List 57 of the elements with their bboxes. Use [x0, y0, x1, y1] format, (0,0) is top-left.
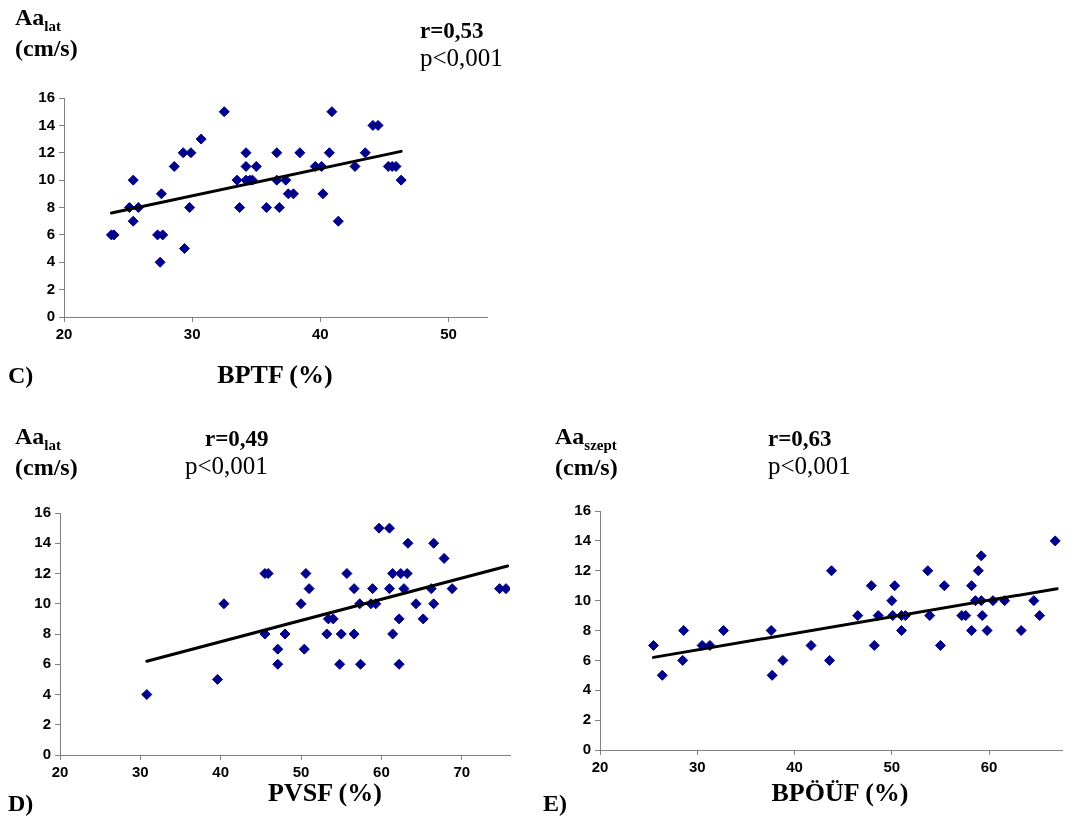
y-tick-label: 4	[582, 680, 592, 698]
y-tick-label: 16	[38, 88, 55, 106]
x-tick-label: 60	[980, 758, 998, 776]
y-tick-label: 10	[38, 170, 55, 188]
y-tick-label: 12	[34, 563, 51, 581]
x-tick-label: 70	[453, 763, 471, 781]
text: C)	[8, 362, 34, 390]
y-tick-label: 8	[46, 197, 55, 215]
x-tick-label: 20	[51, 763, 69, 781]
y-tick-label: 12	[38, 142, 55, 160]
x-axis-title: BPÖÜF (%)	[771, 778, 909, 808]
y-tick-label: 0	[582, 740, 591, 758]
y-tick-label: 2	[42, 714, 51, 732]
y-tick-label: 8	[42, 624, 51, 642]
x-tick-label: 40	[212, 763, 230, 781]
y-tick-label: 14	[34, 533, 52, 551]
y-tick-label: 2	[46, 279, 55, 297]
text: E)	[543, 790, 567, 818]
y-tick-label: 4	[46, 252, 56, 270]
x-tick-label: 30	[132, 763, 149, 781]
y-tick-label: 0	[42, 745, 51, 763]
x-axis-title: PVSF (%)	[268, 778, 382, 808]
x-tick-label: 30	[688, 758, 706, 776]
text: p<0,001	[185, 452, 268, 481]
y-tick-label: 8	[582, 620, 591, 638]
x-tick-label: 50	[883, 758, 901, 776]
y-tick-label: 10	[574, 590, 591, 608]
y-tick-label: 16	[574, 501, 591, 519]
y-tick-label: 6	[582, 650, 591, 668]
text: p<0,001	[768, 452, 851, 481]
y-tick-label: 14	[574, 531, 592, 549]
x-axis-title: BPTF (%)	[217, 360, 333, 390]
text: r=0,53	[420, 18, 484, 45]
y-tick-label: 4	[42, 684, 52, 702]
x-tick-label: 50	[292, 763, 310, 781]
y-tick-label: 2	[582, 710, 591, 728]
x-tick-label: 30	[183, 325, 201, 343]
x-tick-label: 40	[786, 758, 803, 776]
text: D)	[8, 790, 34, 818]
text: p<0,001	[420, 44, 503, 73]
x-tick-label: 20	[55, 325, 73, 343]
y-tick-label: 6	[46, 225, 55, 243]
y-axis-title: Aa$_{szept}$ (cm/s)	[555, 423, 619, 482]
y-tick-label: 16	[34, 503, 51, 521]
y-tick-label: 10	[34, 593, 51, 611]
y-tick-label: 0	[46, 307, 55, 325]
x-tick-label: 60	[373, 763, 390, 781]
text: r=0,49	[205, 426, 269, 453]
x-tick-label: 50	[440, 325, 457, 343]
y-axis-title: Aa$_{lat}$ (cm/s)	[15, 423, 79, 482]
y-tick-label: 12	[574, 560, 591, 578]
y-tick-label: 6	[42, 654, 51, 672]
x-tick-label: 20	[591, 758, 609, 776]
x-tick-label: 40	[312, 325, 329, 343]
y-tick-label: 14	[38, 115, 56, 133]
text: r=0,63	[768, 426, 832, 453]
y-axis-title: Aa$_{lat}$ (cm/s)	[15, 4, 79, 63]
